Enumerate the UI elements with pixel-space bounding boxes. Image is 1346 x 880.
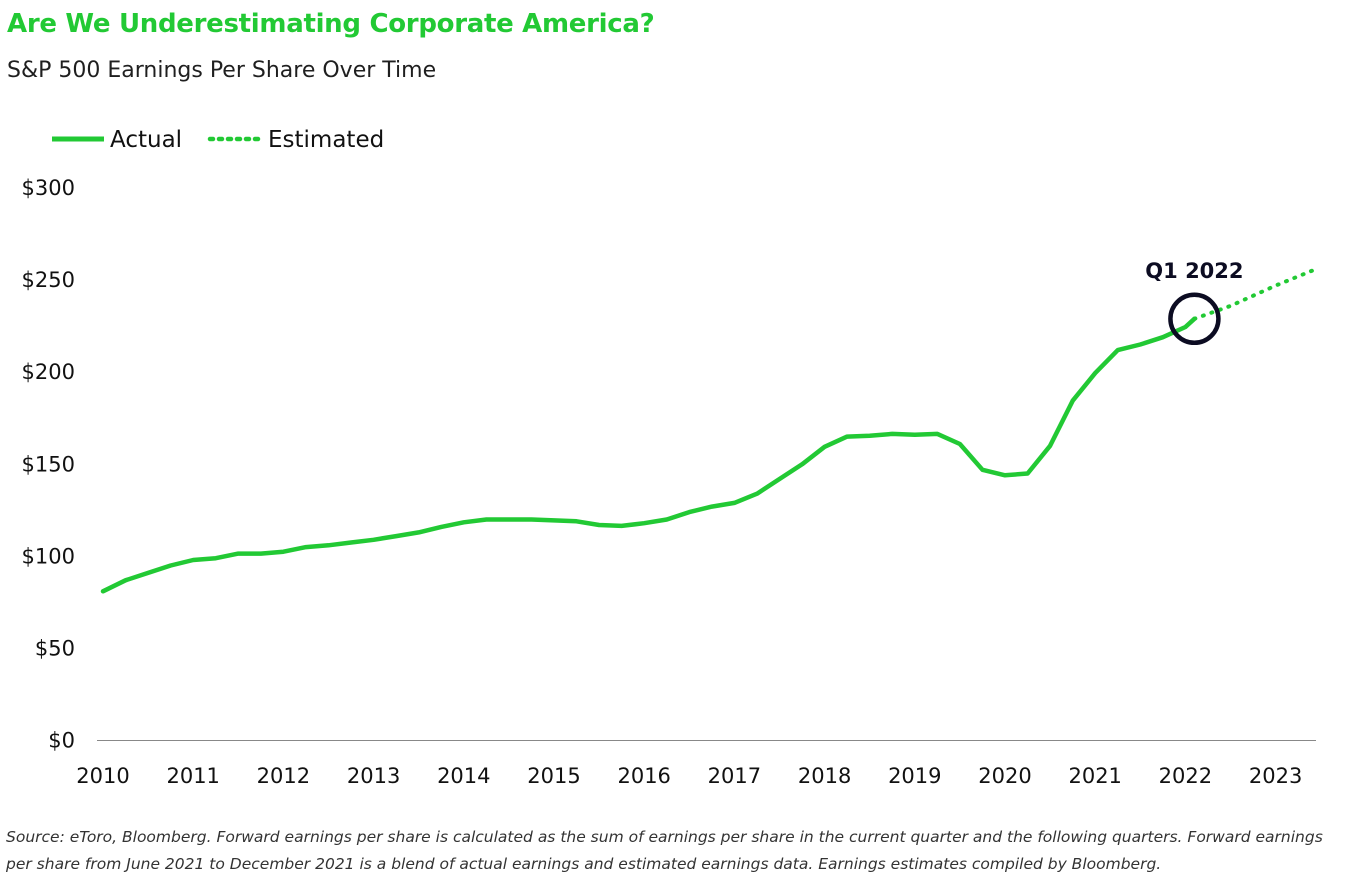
y-tick-label: $300: [22, 176, 75, 200]
chart-subtitle: S&P 500 Earnings Per Share Over Time: [7, 58, 437, 83]
legend-actual-label: Actual: [110, 127, 182, 153]
x-tick-label: 2023: [1249, 764, 1302, 788]
y-tick-label: $150: [22, 452, 75, 476]
x-axis-ticks: 2010 2011 2012 2013 2014 2015 2016 2017 2018 2019…: [76, 764, 1302, 788]
x-tick-label: 2016: [617, 764, 670, 788]
y-tick-label: $250: [22, 268, 75, 292]
legend: Actual Estimated: [52, 127, 384, 153]
y-tick-label: $200: [22, 360, 75, 384]
x-tick-label: 2011: [166, 764, 219, 788]
x-tick-label: 2018: [798, 764, 851, 788]
chart-title: Are We Underestimating Corporate America…: [7, 9, 655, 39]
y-tick-label: $0: [48, 729, 75, 753]
y-axis-ticks: $0 $50 $100 $150 $200 $250 $300: [22, 176, 75, 753]
line-chart: Actual Estimated $0 $50 $100 $150 $200 $250 $3…: [22, 127, 1319, 788]
q1-2022-circle-marker: [1168, 292, 1221, 346]
x-tick-label: 2022: [1159, 764, 1212, 788]
source-note: Source: eToro, Bloomberg. Forward earnin…: [6, 828, 1323, 873]
series-estimated-line: [1192, 267, 1319, 321]
annotation-layer: Q1 2022: [1145, 259, 1244, 346]
legend-estimated-label: Estimated: [268, 127, 384, 153]
y-tick-label: $50: [35, 636, 75, 660]
x-tick-label: 2013: [347, 764, 400, 788]
x-tick-label: 2012: [257, 764, 310, 788]
x-tick-label: 2020: [978, 764, 1031, 788]
series-actual-line: [100, 316, 1197, 594]
x-tick-label: 2019: [888, 764, 941, 788]
x-tick-label: 2014: [437, 764, 490, 788]
series-layer: [100, 267, 1319, 594]
q1-2022-label: Q1 2022: [1145, 259, 1243, 283]
y-tick-label: $100: [22, 544, 75, 568]
x-tick-label: 2015: [527, 764, 580, 788]
x-tick-label: 2021: [1068, 764, 1121, 788]
x-tick-label: 2010: [76, 764, 129, 788]
x-tick-label: 2017: [708, 764, 761, 788]
